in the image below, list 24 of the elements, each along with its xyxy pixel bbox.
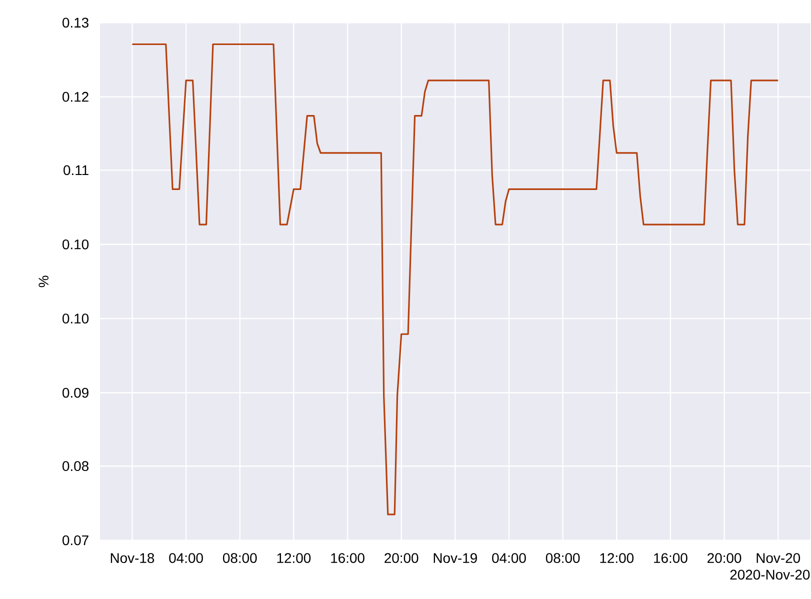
y-tick-label: 0.08 [62,461,88,472]
x-tick-label: Nov-18 [110,553,154,564]
x-tick-label: 20:00 [384,553,418,564]
y-tick-label: 0.07 [62,536,88,546]
text: 2020-Nov-20 [730,570,810,580]
x-tick-label: 12:00 [600,553,634,564]
x-tick-label: 20:00 [708,553,742,564]
y-tick-label: 0.12 [62,92,88,102]
x-tick-label: 04:00 [169,553,203,564]
y-tick-label: 0.10 [62,314,89,324]
line-series [131,44,779,516]
x-tick-label: 04:00 [492,553,526,564]
y-tick-label: 0.13 [62,18,88,28]
x-tick-label: 08:00 [546,553,580,564]
y-tick-label: 0.10 [62,240,89,250]
x-tick-label: 16:00 [331,553,364,564]
y-axis-title: % [38,276,48,288]
x-tick-label: 08:00 [222,553,257,564]
y-tick-label: 0.09 [62,388,88,398]
x-tick-label: Nov-20 [756,553,800,564]
x-tick-label: 16:00 [654,553,688,564]
x-tick-label: Nov-19 [434,553,477,564]
y-tick-label: 0.11 [64,165,88,176]
x-tick-label: 12:00 [277,553,311,564]
